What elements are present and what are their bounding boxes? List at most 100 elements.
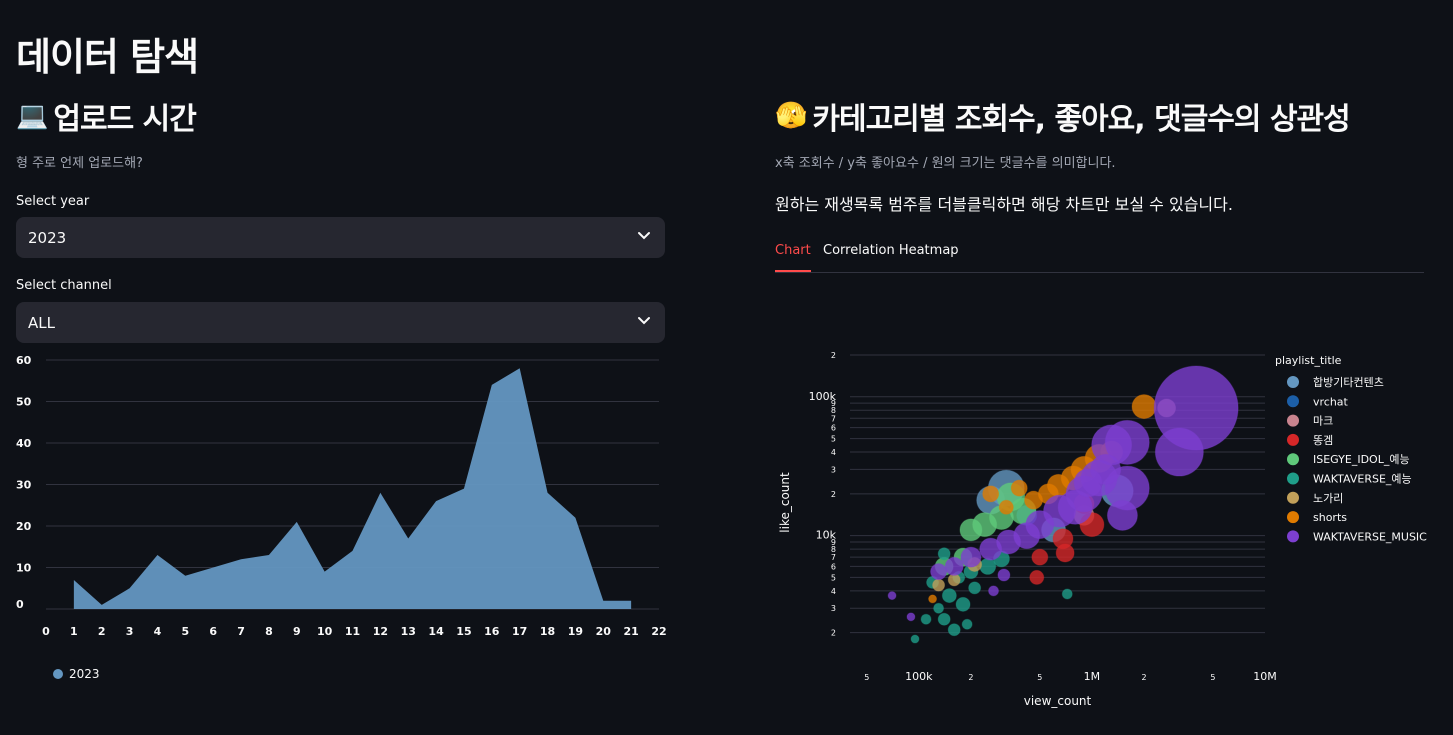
x-tick-label: 4	[154, 625, 162, 638]
x-tick-label: 9	[293, 625, 301, 638]
scatter-point[interactable]	[947, 623, 961, 637]
y-tick-label: 6	[831, 562, 836, 571]
scatter-point[interactable]	[920, 613, 932, 625]
legend-marker[interactable]	[1287, 395, 1299, 408]
legend-label[interactable]: shorts	[1313, 511, 1347, 524]
scatter-point[interactable]	[1029, 569, 1045, 585]
chevron-down-icon	[638, 232, 650, 240]
scatter-point[interactable]	[944, 556, 964, 576]
x-tick-label: 5	[181, 625, 189, 638]
x-tick-label: 100k	[905, 670, 933, 683]
tab-chart[interactable]: Chart	[775, 243, 811, 272]
x-tick-label: 1	[70, 625, 78, 638]
scatter-point[interactable]	[1073, 468, 1103, 498]
legend-label[interactable]: 마크	[1313, 415, 1333, 428]
y-tick-label: 20	[16, 520, 32, 533]
correlation-heading: 🫣 카테고리별 조회수, 좋아요, 댓글수의 상관성	[775, 94, 1351, 138]
y-tick-label: 3	[831, 604, 836, 613]
x-tick-label: 5	[864, 673, 869, 682]
y-tick-label: 8	[831, 545, 836, 554]
legend-label[interactable]: ISEGYE_IDOL_예능	[1313, 453, 1410, 466]
channel-select[interactable]: ALL	[16, 302, 665, 343]
y-tick-label: 10k	[816, 529, 837, 542]
x-tick-label: 10	[317, 625, 333, 638]
scatter-point[interactable]	[961, 618, 973, 630]
scatter-point[interactable]	[982, 485, 1000, 503]
scatter-point[interactable]	[1106, 499, 1138, 531]
scatter-point[interactable]	[959, 518, 983, 542]
legend-label[interactable]: 노가리	[1313, 492, 1343, 505]
legend-label[interactable]: vrchat	[1313, 395, 1349, 408]
scatter-point[interactable]	[1061, 588, 1073, 600]
y-tick-label: 8	[831, 406, 836, 415]
y-tick-label: 7	[831, 553, 836, 562]
scatter-point[interactable]	[941, 588, 957, 604]
legend-label[interactable]: 똥겜	[1313, 434, 1333, 447]
x-tick-label: 2	[968, 673, 973, 682]
legend-marker[interactable]	[1287, 433, 1299, 446]
legend-label[interactable]: WAKTAVERSE_MUSIC	[1313, 530, 1427, 543]
upload-time-heading: 💻 업로드 시간	[16, 94, 197, 138]
upload-time-caption: 형 주로 언제 업로드해?	[16, 156, 143, 171]
scatter-point[interactable]	[910, 634, 920, 644]
x-tick-label: 19	[568, 625, 583, 638]
scatter-point[interactable]	[960, 546, 982, 568]
correlation-note: 원하는 재생목록 범주를 더블클릭하면 해당 차트만 보실 수 있습니다.	[775, 195, 1233, 214]
area-series[interactable]	[73, 368, 632, 609]
scatter-point[interactable]	[937, 612, 951, 626]
tab-correlation-heatmap[interactable]: Correlation Heatmap	[823, 243, 959, 258]
chart-tabs: Chart Correlation Heatmap	[775, 238, 1424, 273]
y-tick-label: 100k	[809, 390, 837, 403]
legend-marker[interactable]	[1287, 376, 1299, 388]
scatter-point[interactable]	[937, 547, 951, 561]
x-tick-label: 8	[265, 625, 273, 638]
scatter-point[interactable]	[955, 596, 971, 612]
x-tick-label: 21	[623, 625, 638, 638]
scatter-point[interactable]	[1010, 479, 1028, 497]
scatter-point[interactable]	[1131, 394, 1157, 420]
legend-marker[interactable]	[1287, 530, 1299, 543]
scatter-point[interactable]	[997, 568, 1011, 582]
y-tick-label: 9	[831, 399, 836, 408]
legend-marker[interactable]	[1287, 472, 1299, 485]
upload-time-title: 업로드 시간	[53, 102, 196, 137]
scatter-point[interactable]	[933, 602, 945, 614]
scatter-point[interactable]	[1031, 548, 1049, 566]
x-tick-label: 14	[428, 625, 444, 638]
scatter-point[interactable]	[930, 563, 948, 581]
x-tick-label: 16	[484, 625, 500, 638]
scatter-point[interactable]	[998, 499, 1014, 515]
legend-marker[interactable]	[1287, 491, 1299, 504]
x-tick-label: 6	[209, 625, 217, 638]
scatter-point[interactable]	[968, 581, 982, 595]
y-tick-label: 60	[16, 354, 32, 367]
x-tick-label: 12	[373, 625, 388, 638]
scatter-point[interactable]	[979, 537, 1003, 561]
y-tick-label: 2	[831, 351, 836, 360]
legend-label[interactable]: 2023	[69, 667, 100, 681]
scatter-point[interactable]	[1055, 543, 1075, 563]
year-select-label: Select year	[16, 194, 90, 209]
legend-marker[interactable]	[1287, 453, 1299, 466]
legend-marker[interactable]	[53, 669, 63, 679]
y-tick-label: 5	[831, 435, 836, 444]
correlation-title: 카테고리별 조회수, 좋아요, 댓글수의 상관성	[812, 102, 1350, 137]
legend-marker[interactable]	[1287, 414, 1299, 427]
scatter-point[interactable]	[988, 585, 1000, 597]
x-tick-label: 2	[1141, 673, 1146, 682]
legend-title: playlist_title	[1275, 354, 1342, 367]
y-tick-label: 5	[831, 573, 836, 582]
x-tick-label: 0	[42, 625, 50, 638]
legend-marker[interactable]	[1287, 511, 1299, 524]
year-select[interactable]: 2023	[16, 217, 665, 258]
legend-label[interactable]: 합방기타컨텐츠	[1313, 376, 1384, 389]
legend-label[interactable]: WAKTAVERSE_예능	[1313, 473, 1412, 486]
scatter-point[interactable]	[932, 578, 946, 592]
scatter-point[interactable]	[887, 591, 897, 601]
scatter-point[interactable]	[1024, 490, 1044, 510]
scatter-point[interactable]	[906, 612, 916, 622]
scatter-point[interactable]	[928, 594, 938, 604]
scatter-point[interactable]	[1154, 427, 1204, 477]
